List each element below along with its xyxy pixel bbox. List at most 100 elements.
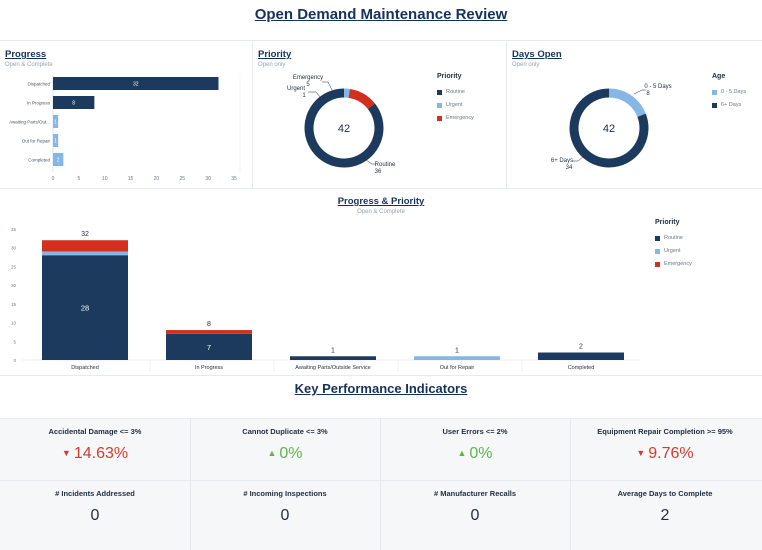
kpi-section-title: Key Performance Indicators: [294, 381, 468, 396]
progress-subtitle: Open & Complete: [5, 62, 53, 68]
kpi-manufacturer-recalls: # Manufacturer Recalls 0: [380, 489, 570, 525]
y-tick-label: 0: [13, 358, 16, 363]
tick-label: 15: [128, 176, 134, 182]
progress-title: Progress: [5, 49, 47, 60]
progress-chart: Dispatched 32 In Progress 8 Awaiting Parts/O…: [9, 74, 241, 182]
data-label: 1: [54, 120, 57, 126]
row-divider: [0, 188, 762, 189]
kpi-incoming-inspections: # Incoming Inspections 0: [190, 489, 380, 525]
down-arrow-icon: ▼: [61, 448, 71, 458]
progress-priority-title: Progress & Priority: [337, 196, 425, 207]
kpi-band: [0, 418, 762, 550]
callout-line: [365, 159, 376, 165]
6-plus-days-swatch: [712, 102, 717, 108]
legend-urgent: Urgent: [655, 248, 692, 254]
progress-priority-subtitle: Open & Complete: [357, 209, 405, 215]
kpi-value: ▲ 0%: [190, 445, 380, 463]
kpi-incidents-addressed: # Incidents Addressed 0: [0, 489, 190, 525]
legend-emergency: Emergency: [437, 115, 474, 121]
panel-divider: [506, 42, 507, 188]
kpi-value: ▼ 9.76%: [570, 445, 760, 463]
kpi-label: Accidental Damage <= 3%: [48, 427, 142, 436]
priority-panel: Priority Open only: [258, 49, 291, 68]
stacked-bar-segment: [414, 356, 500, 360]
data-label: 32: [133, 82, 139, 88]
donut-slice: [348, 88, 375, 110]
legend-label: Emergency: [446, 115, 474, 121]
kpi-divider: [0, 480, 762, 481]
category-label: Awaiting Parts/Out...: [9, 120, 50, 125]
callout-label: 6+ Days: [551, 158, 573, 164]
category-label: Out for Repair: [22, 139, 51, 144]
kpi-divider: [570, 418, 571, 550]
row-divider: [0, 375, 762, 376]
y-tick-label: 15: [11, 302, 17, 307]
kpi-value: 0: [280, 507, 290, 524]
callout-label: Emergency: [293, 75, 323, 81]
stacked-bar-segment: [166, 333, 252, 360]
legend-label: Routine: [664, 235, 683, 241]
callout-line: [572, 155, 585, 162]
progress-priority-header: Progress & Priority Open & Complete: [0, 196, 762, 215]
data-label: 8: [72, 101, 75, 107]
routine-swatch: [437, 89, 442, 95]
up-arrow-icon: ▲: [267, 448, 277, 458]
priority-subtitle: Open only: [258, 62, 286, 68]
stacked-legend: Priority Routine Urgent Emergency: [655, 219, 692, 267]
callout-value: 8: [646, 91, 650, 97]
donut-slice: [304, 88, 384, 168]
kpi-label: Equipment Repair Completion >= 95%: [597, 427, 733, 436]
kpi-divider: [0, 418, 762, 419]
y-tick-label: 25: [11, 264, 17, 269]
stacked-legend-title: Priority: [655, 219, 680, 226]
callout-line: [633, 89, 646, 95]
legend-0-5-days: 0 - 5 Days: [712, 89, 746, 95]
age-legend: Age 0 - 5 Days 6+ Days: [712, 73, 746, 108]
kpi-user-errors: User Errors <= 2% ▲ 0%: [380, 427, 570, 463]
callout-value: 5: [306, 82, 310, 88]
kpi-label: # Manufacturer Recalls: [433, 489, 517, 498]
stacked-bar-segment: [290, 356, 376, 360]
category-label: In Progress: [27, 101, 51, 106]
y-tick-label: 10: [11, 321, 17, 326]
priority-legend-title: Priority: [437, 73, 462, 80]
bar: [53, 153, 64, 166]
kpi-value: ▼ 14.63%: [0, 445, 190, 463]
total-label: 1: [455, 347, 459, 354]
inner-data-label: 28: [81, 304, 89, 313]
legend-label: Urgent: [664, 248, 681, 254]
legend-label: 6+ Days: [721, 102, 742, 108]
urgent-swatch: [655, 248, 660, 254]
callout-value: 34: [566, 165, 573, 171]
kpi-average-days-to-complete: Average Days to Complete 2: [570, 489, 760, 525]
days-open-panel: Days Open Open only: [512, 49, 562, 68]
routine-swatch: [655, 235, 660, 241]
kpi-value-text: 0%: [469, 445, 493, 462]
callout-label: Urgent: [287, 86, 305, 92]
legend-label: Emergency: [664, 261, 692, 267]
stacked-bar-segment: [42, 240, 128, 252]
y-tick-label: 20: [11, 283, 17, 288]
total-label: 8: [207, 321, 211, 328]
category-label: Dispatched: [71, 365, 99, 371]
kpi-value-text: 14.63%: [73, 445, 129, 462]
legend-emergency: Emergency: [655, 261, 692, 267]
kpi-value: 0: [90, 507, 100, 524]
total-label: 32: [81, 231, 89, 238]
kpi-label: Average Days to Complete: [617, 489, 713, 498]
kpi-value: 2: [660, 507, 670, 524]
callout-line: [308, 91, 322, 99]
stacked-bar-segment: [42, 255, 128, 360]
kpi-divider: [380, 418, 381, 550]
tick-label: 10: [102, 176, 108, 182]
kpi-label: Cannot Duplicate <= 3%: [242, 427, 328, 436]
stacked-bar-segment: [538, 352, 624, 360]
total-label: 2: [579, 344, 583, 351]
progress-priority-chart: 0 5 10 15 20 25 30 35 32 28 Dispatched 8 7 In Progres…: [11, 227, 640, 372]
urgent-swatch: [437, 102, 442, 108]
legend-label: Urgent: [446, 102, 463, 108]
callout-value: 1: [302, 93, 306, 99]
kpi-label: # Incoming Inspections: [243, 489, 327, 498]
y-tick-label: 30: [11, 246, 17, 251]
